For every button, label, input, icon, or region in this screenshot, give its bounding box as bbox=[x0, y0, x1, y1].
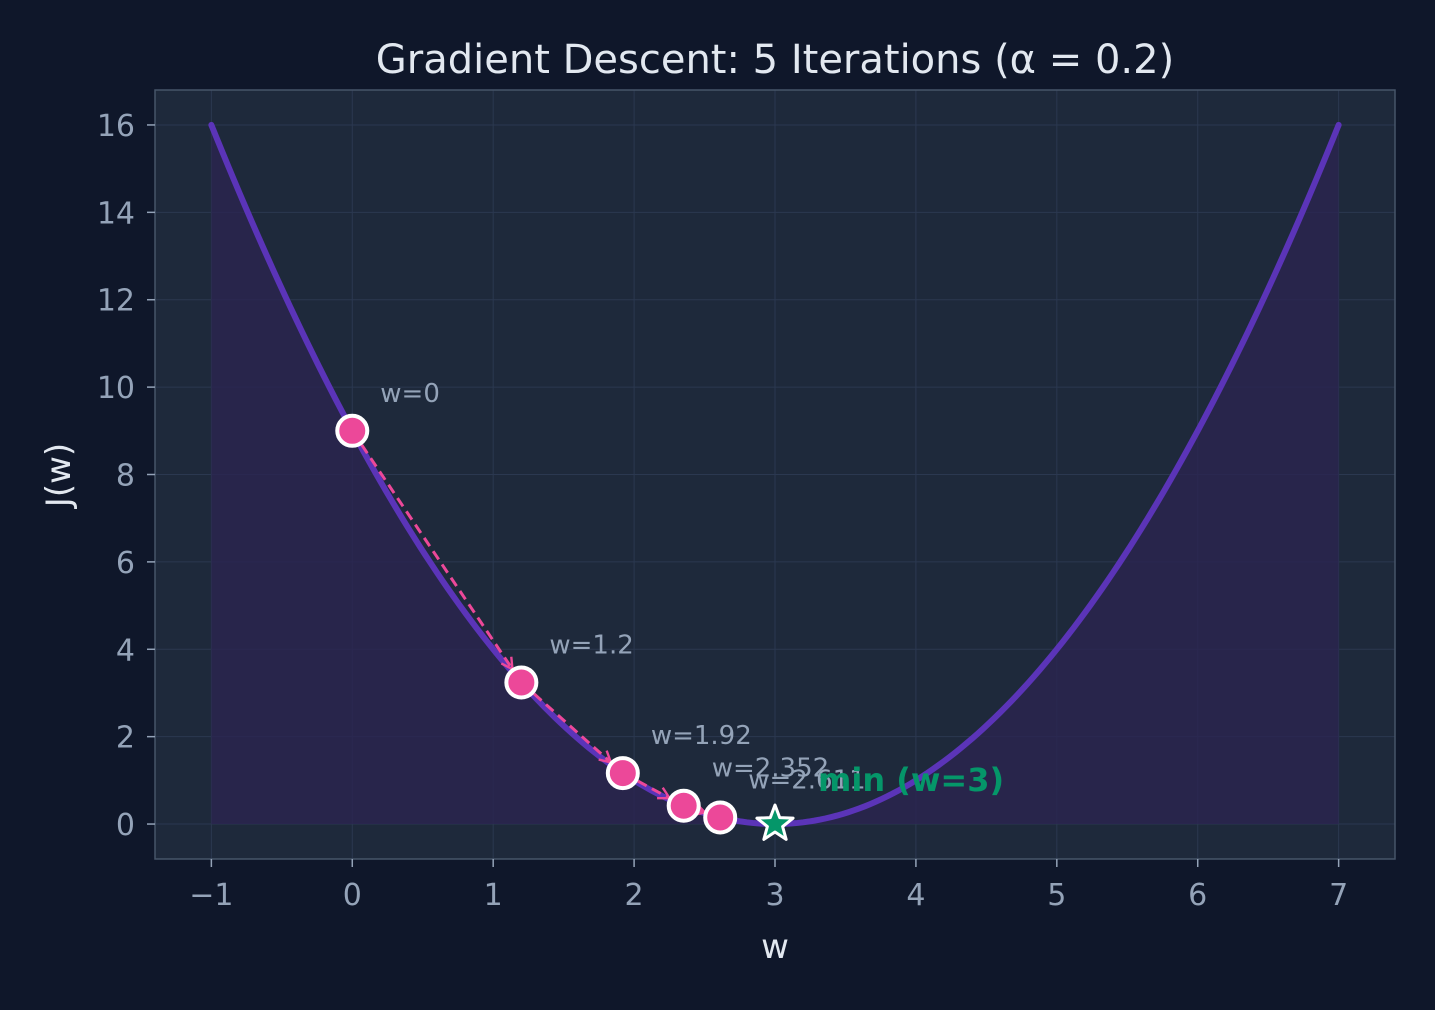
step-arrow bbox=[637, 779, 669, 798]
x-tick-label: 2 bbox=[625, 878, 644, 913]
minimum-star-marker bbox=[755, 803, 795, 841]
y-tick-label: 6 bbox=[116, 546, 135, 581]
x-tick-label: 0 bbox=[343, 878, 362, 913]
iterate-point bbox=[335, 413, 370, 448]
x-tick-label: 5 bbox=[1047, 878, 1066, 913]
y-tick-label: 0 bbox=[116, 808, 135, 843]
iterate-label: w=2.352 bbox=[712, 754, 829, 784]
step-arrow bbox=[360, 444, 512, 668]
step-arrow bbox=[700, 811, 704, 812]
chart-title: Gradient Descent: 5 Iterations (α = 0.2) bbox=[376, 37, 1174, 83]
iterate-label: w=1.2 bbox=[549, 630, 633, 660]
x-tick-label: 3 bbox=[765, 878, 784, 913]
iterate-label: w=1.92 bbox=[651, 721, 752, 751]
x-tick-label: 1 bbox=[484, 878, 503, 913]
y-tick-label: 4 bbox=[116, 633, 135, 668]
x-tick-label: 4 bbox=[906, 878, 925, 913]
y-tick-label: 2 bbox=[116, 721, 135, 756]
x-axis-label: w bbox=[761, 927, 789, 967]
y-tick-label: 16 bbox=[97, 109, 135, 144]
iterate-label: w=2.611 bbox=[748, 765, 865, 795]
iterate-point bbox=[666, 788, 701, 823]
x-tick-label: 7 bbox=[1329, 878, 1348, 913]
step-arrow bbox=[533, 692, 610, 762]
iterate-point bbox=[605, 756, 640, 791]
y-tick-label: 14 bbox=[97, 196, 135, 231]
y-axis-label: J(w) bbox=[39, 443, 79, 509]
y-tick-label: 8 bbox=[116, 459, 135, 494]
iterate-point bbox=[504, 665, 539, 700]
minimum-label: min (w=3) bbox=[818, 761, 1004, 799]
y-tick-label: 12 bbox=[97, 284, 135, 319]
y-tick-label: 10 bbox=[97, 371, 135, 406]
iterate-label: w=0 bbox=[380, 379, 440, 409]
x-tick-label: −1 bbox=[189, 878, 233, 913]
x-tick-label: 6 bbox=[1188, 878, 1207, 913]
iterate-point bbox=[703, 800, 738, 835]
